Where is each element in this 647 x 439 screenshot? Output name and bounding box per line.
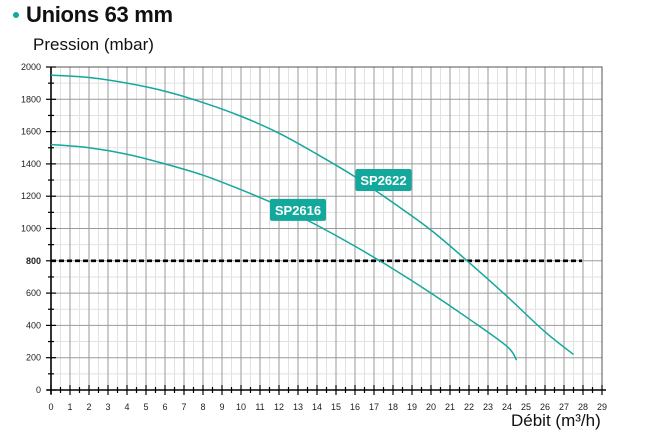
series-label-sp2616: SP2616 [275, 203, 321, 218]
x-tick-label: 18 [388, 402, 398, 412]
y-tick-label: 0 [36, 385, 41, 395]
x-tick-label: 28 [578, 402, 588, 412]
x-tick-label: 7 [181, 402, 186, 412]
x-axis-label: Débit (m³/h) [511, 411, 601, 430]
x-tick-label: 14 [312, 402, 322, 412]
series-label-box [270, 198, 326, 221]
series-line-sp2622 [50, 74, 574, 356]
y-tick-label: 1000 [21, 224, 41, 234]
title-bullet [13, 12, 19, 18]
y-tick-label: 1400 [21, 159, 41, 169]
x-tick-label: 29 [597, 402, 607, 412]
y-tick-label: 600 [26, 288, 41, 298]
x-tick-label: 19 [407, 402, 417, 412]
x-tick-label: 27 [559, 402, 569, 412]
x-tick-label: 2 [86, 402, 91, 412]
x-tick-label: 4 [124, 402, 129, 412]
y-tick-label: 200 [26, 353, 41, 363]
x-tick-label: 20 [426, 402, 436, 412]
y-tick-label: 800 [26, 256, 41, 266]
series-line-sp2616 [50, 143, 518, 361]
x-tick-label: 9 [219, 402, 224, 412]
x-tick-label: 22 [464, 402, 474, 412]
y-axis-label: Pression (mbar) [33, 35, 154, 54]
x-tick-label: 15 [331, 402, 341, 412]
y-tick-label: 1600 [21, 127, 41, 137]
x-tick-label: 8 [200, 402, 205, 412]
x-tick-label: 26 [540, 402, 550, 412]
x-tick-label: 3 [105, 402, 110, 412]
x-tick-label: 6 [162, 402, 167, 412]
x-tick-label: 5 [143, 402, 148, 412]
x-tick-label: 11 [255, 402, 264, 412]
y-tick-label: 2000 [21, 62, 41, 72]
series-label-box [355, 169, 412, 192]
chart-title: Unions 63 mm [26, 2, 173, 27]
x-tick-label: 25 [521, 402, 531, 412]
x-tick-label: 16 [350, 402, 360, 412]
series-label-sp2622: SP2622 [360, 173, 406, 188]
x-tick-label: 1 [67, 402, 72, 412]
x-tick-label: 12 [274, 402, 284, 412]
x-tick-label: 13 [293, 402, 303, 412]
y-tick-label: 1800 [21, 94, 41, 104]
x-tick-label: 24 [502, 402, 512, 412]
x-tick-label: 21 [445, 402, 455, 412]
x-tick-label: 10 [236, 402, 246, 412]
x-tick-label: 23 [483, 402, 493, 412]
x-tick-label: 0 [48, 402, 53, 412]
x-tick-label: 17 [369, 402, 379, 412]
y-tick-label: 1200 [21, 191, 41, 201]
y-tick-label: 400 [26, 320, 41, 330]
